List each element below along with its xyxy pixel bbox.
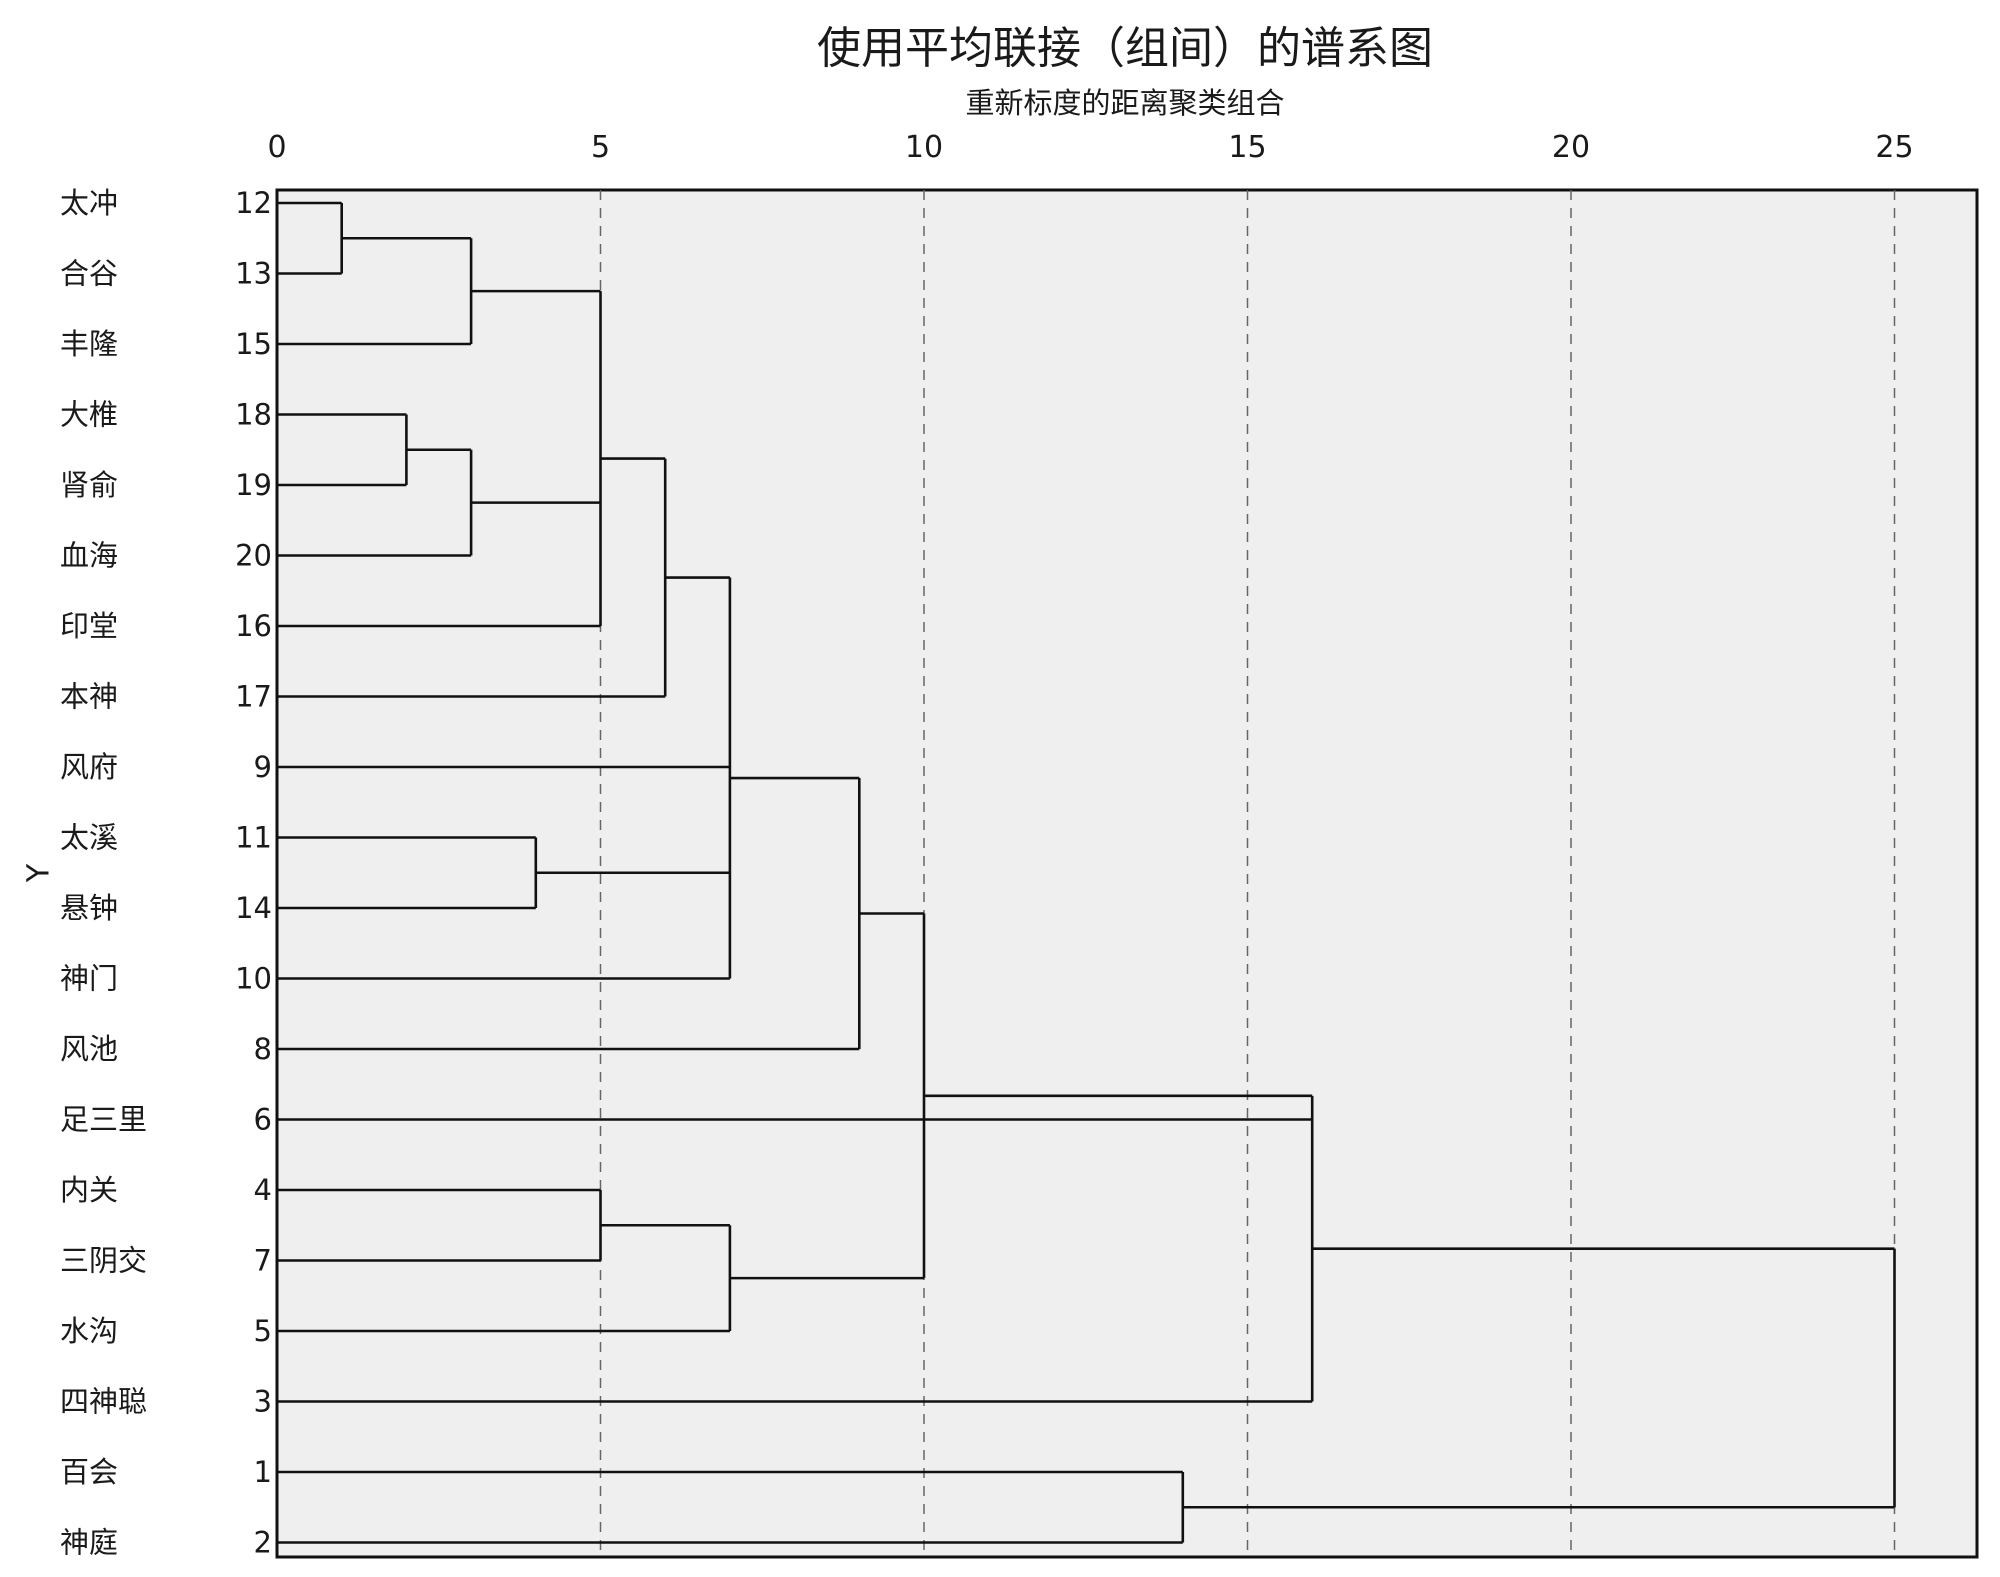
- x-tick-label: 10: [905, 130, 943, 165]
- leaf-id: 6: [254, 1103, 272, 1137]
- leaf-id: 20: [235, 539, 272, 573]
- leaf-id: 1: [254, 1455, 272, 1489]
- leaf-name: 印堂: [60, 609, 118, 643]
- leaf-id: 14: [235, 891, 272, 925]
- y-axis-label: Y: [22, 863, 57, 883]
- leaf-id: 11: [235, 821, 272, 855]
- x-tick-label: 15: [1228, 130, 1266, 165]
- leaf-name: 丰隆: [60, 327, 118, 361]
- leaf-id: 12: [235, 186, 272, 220]
- leaf-name: 足三里: [60, 1103, 147, 1137]
- leaf-id: 10: [235, 962, 272, 996]
- plot-area: [275, 188, 1979, 1559]
- chart-title: 使用平均联接（组间）的谱系图: [817, 23, 1433, 74]
- leaf-id: 17: [235, 680, 272, 714]
- leaf-name: 肾俞: [60, 468, 118, 502]
- leaf-id: 8: [254, 1032, 272, 1066]
- leaf-name: 悬钟: [60, 891, 118, 925]
- leaf-name: 本神: [60, 680, 118, 714]
- leaf-id: 16: [235, 609, 272, 643]
- leaf-name: 风府: [60, 750, 118, 784]
- chart-subtitle: 重新标度的距离聚类组合: [965, 86, 1284, 120]
- dendrogram-links: [277, 201, 1896, 1544]
- leaf-id: 5: [254, 1314, 272, 1348]
- leaf-name: 大椎: [60, 398, 118, 432]
- x-tick-label: 20: [1552, 130, 1590, 165]
- x-tick-label: 25: [1875, 130, 1913, 165]
- leaf-name: 百会: [60, 1455, 118, 1489]
- leaf-id: 4: [254, 1173, 272, 1207]
- leaf-id: 7: [254, 1244, 272, 1278]
- leaf-name: 太溪: [60, 821, 118, 855]
- leaf-name: 内关: [60, 1173, 118, 1207]
- leaf-name: 太冲: [60, 186, 118, 220]
- leaf-name: 四神聪: [60, 1385, 147, 1419]
- leaf-name: 神庭: [60, 1526, 118, 1560]
- leaf-id: 15: [235, 327, 272, 361]
- leaf-name: 水沟: [60, 1314, 118, 1348]
- leaf-name: 神门: [60, 962, 118, 996]
- leaf-id: 2: [254, 1526, 272, 1560]
- leaf-id: 19: [235, 468, 272, 502]
- x-tick-label: 0: [267, 130, 286, 165]
- leaf-id: 18: [235, 398, 272, 432]
- leaf-name: 血海: [60, 539, 118, 573]
- x-tick-label: 5: [591, 130, 610, 165]
- leaf-name: 合谷: [60, 257, 118, 291]
- leaf-name: 三阴交: [60, 1244, 147, 1278]
- x-axis-ticks: 0 5 10 15 20 25: [267, 130, 1913, 165]
- leaf-id: 9: [254, 750, 272, 784]
- leaf-name: 风池: [60, 1032, 118, 1066]
- leaf-id: 13: [235, 257, 272, 291]
- leaf-id: 3: [254, 1385, 272, 1419]
